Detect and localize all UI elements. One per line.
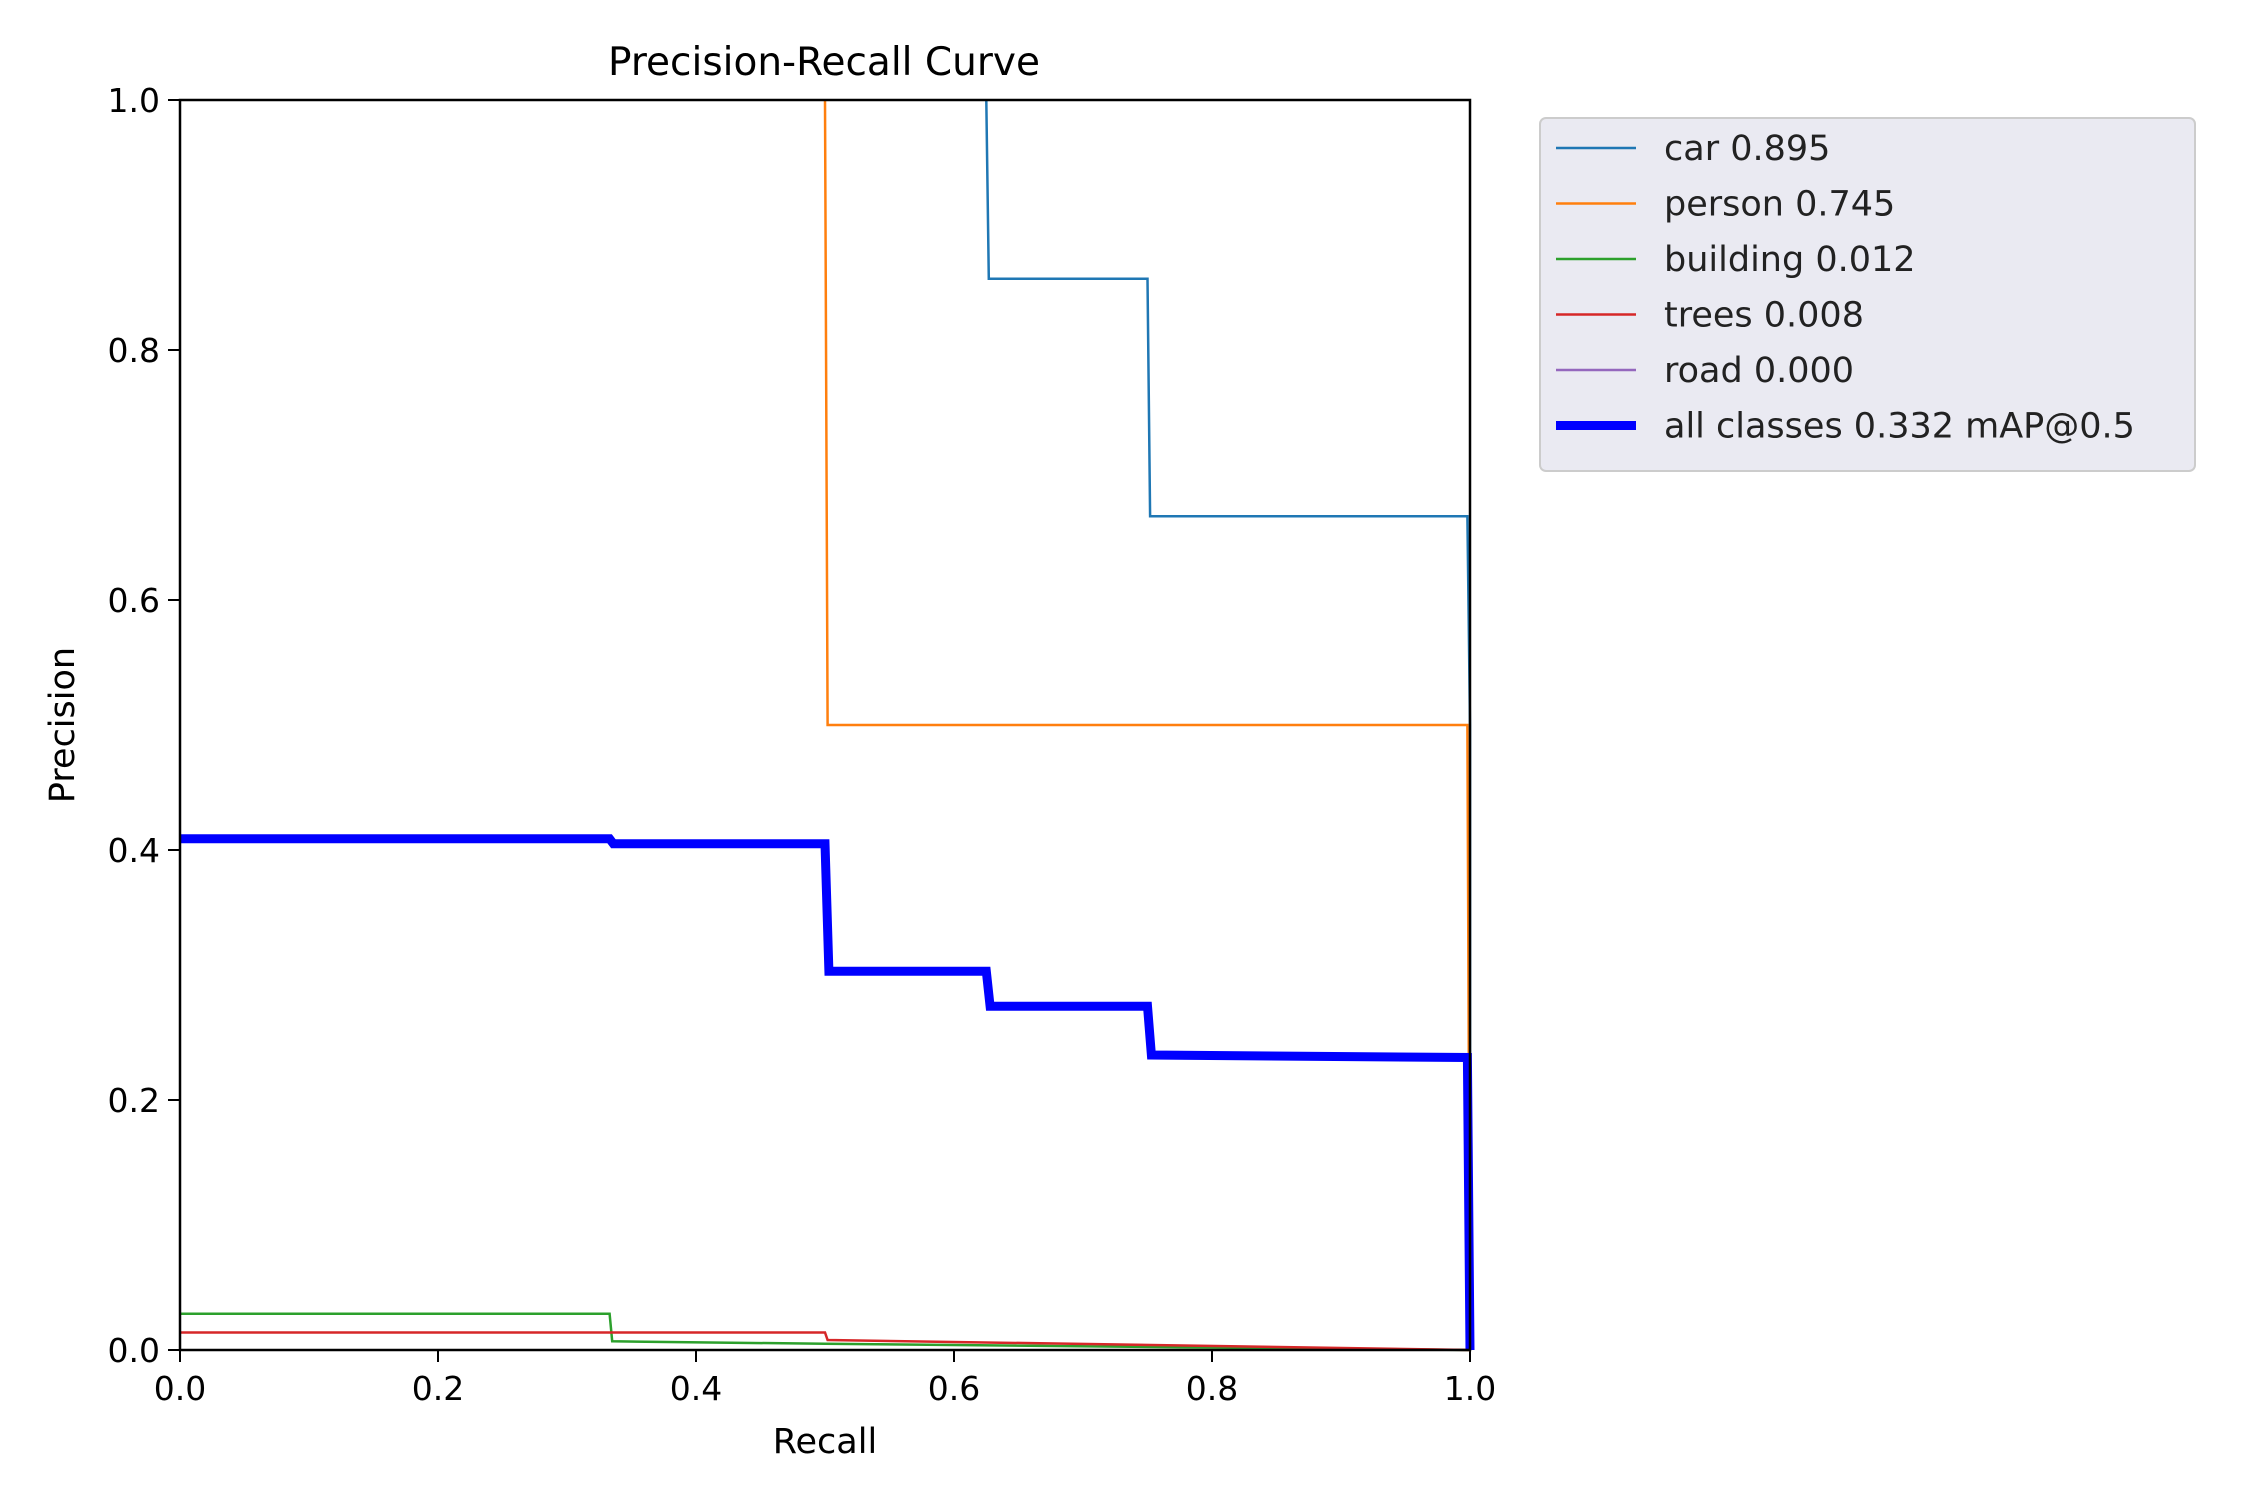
x-tick-label: 0.0 [154,1369,206,1408]
y-tick-label: 0.2 [108,1081,160,1120]
x-tick-label: 0.6 [928,1369,980,1408]
chart-title: Precision-Recall Curve [608,40,1040,85]
legend-label: trees 0.008 [1664,296,1864,336]
x-axis-label: Recall [773,1422,877,1462]
legend-box [1539,117,2196,472]
legend: car 0.895 person 0.745 building 0.012 trees… [1539,117,2196,472]
series-line-3 [180,1331,1471,1352]
series-line-2 [180,1312,1471,1352]
y-axis-label: Precision [43,647,83,803]
y-tick-label: 0.8 [108,331,160,370]
y-tick-label: 0.4 [108,831,160,870]
legend-label: person 0.745 [1664,185,1895,225]
y-tick-label: 0.6 [108,581,160,620]
y-tick-label: 0.0 [108,1331,160,1370]
x-tick-label: 0.4 [670,1369,722,1408]
series-line-1 [823,99,1472,1351]
legend-label: car 0.895 [1664,129,1830,169]
series-line-5 [180,834,1475,1351]
x-tick-label: 1.0 [1444,1369,1496,1408]
legend-label: road 0.000 [1664,351,1854,391]
plot-frame [178,98,1472,1352]
legend-label: all classes 0.332 mAP@0.5 [1664,407,2135,447]
x-tick-label: 0.2 [412,1369,464,1408]
x-tick-label: 0.8 [1186,1369,1238,1408]
y-tick-label: 1.0 [108,81,160,120]
legend-label: building 0.012 [1664,240,1916,280]
axis-ticks: 0.0 0.2 0.4 0.6 0.8 1.0 0.0 0.2 0.4 0.6 0.8 1.0 [108,81,1497,1408]
